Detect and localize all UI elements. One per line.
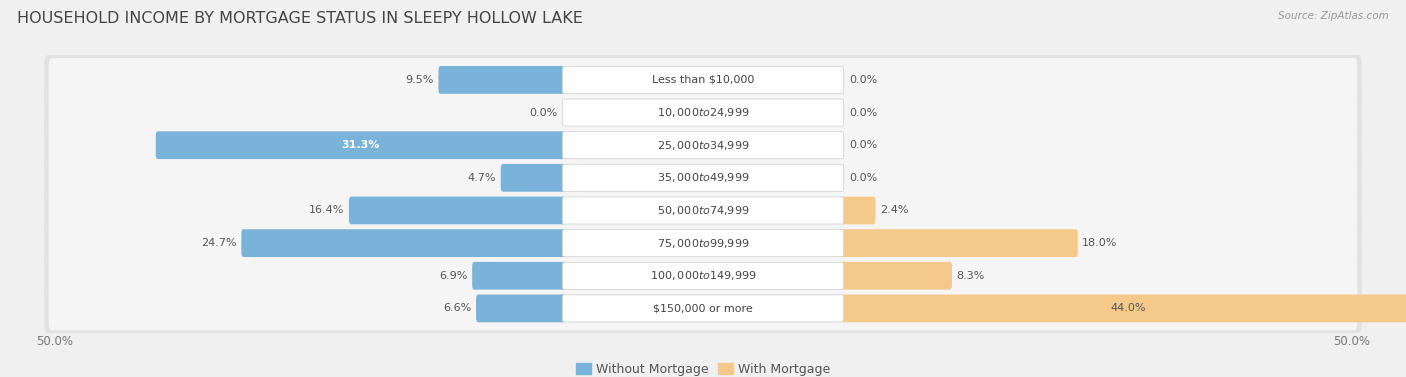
FancyBboxPatch shape bbox=[49, 156, 1357, 200]
FancyBboxPatch shape bbox=[562, 132, 844, 159]
Text: 0.0%: 0.0% bbox=[849, 107, 877, 118]
FancyBboxPatch shape bbox=[562, 197, 844, 224]
Text: 4.7%: 4.7% bbox=[468, 173, 496, 183]
FancyBboxPatch shape bbox=[477, 294, 565, 322]
Text: 8.3%: 8.3% bbox=[956, 271, 984, 281]
FancyBboxPatch shape bbox=[562, 66, 844, 93]
FancyBboxPatch shape bbox=[841, 262, 952, 290]
Text: 44.0%: 44.0% bbox=[1109, 303, 1146, 313]
Text: $10,000 to $24,999: $10,000 to $24,999 bbox=[657, 106, 749, 119]
Text: 24.7%: 24.7% bbox=[201, 238, 236, 248]
FancyBboxPatch shape bbox=[562, 262, 844, 289]
FancyBboxPatch shape bbox=[44, 284, 1362, 333]
FancyBboxPatch shape bbox=[841, 196, 876, 224]
Text: $150,000 or more: $150,000 or more bbox=[654, 303, 752, 313]
FancyBboxPatch shape bbox=[49, 287, 1357, 330]
FancyBboxPatch shape bbox=[49, 221, 1357, 265]
FancyBboxPatch shape bbox=[472, 262, 565, 290]
Text: 31.3%: 31.3% bbox=[342, 140, 380, 150]
FancyBboxPatch shape bbox=[439, 66, 565, 94]
FancyBboxPatch shape bbox=[242, 229, 565, 257]
Text: Less than $10,000: Less than $10,000 bbox=[652, 75, 754, 85]
Text: $25,000 to $34,999: $25,000 to $34,999 bbox=[657, 139, 749, 152]
Text: 18.0%: 18.0% bbox=[1083, 238, 1118, 248]
FancyBboxPatch shape bbox=[49, 123, 1357, 167]
Text: 0.0%: 0.0% bbox=[849, 75, 877, 85]
Text: $75,000 to $99,999: $75,000 to $99,999 bbox=[657, 237, 749, 250]
FancyBboxPatch shape bbox=[562, 164, 844, 192]
FancyBboxPatch shape bbox=[44, 55, 1362, 105]
Text: HOUSEHOLD INCOME BY MORTGAGE STATUS IN SLEEPY HOLLOW LAKE: HOUSEHOLD INCOME BY MORTGAGE STATUS IN S… bbox=[17, 11, 582, 26]
FancyBboxPatch shape bbox=[841, 294, 1406, 322]
FancyBboxPatch shape bbox=[44, 185, 1362, 235]
Text: 16.4%: 16.4% bbox=[309, 205, 344, 216]
FancyBboxPatch shape bbox=[841, 229, 1078, 257]
Text: $100,000 to $149,999: $100,000 to $149,999 bbox=[650, 269, 756, 282]
FancyBboxPatch shape bbox=[156, 131, 565, 159]
FancyBboxPatch shape bbox=[49, 58, 1357, 102]
Text: Source: ZipAtlas.com: Source: ZipAtlas.com bbox=[1278, 11, 1389, 21]
Text: 0.0%: 0.0% bbox=[849, 173, 877, 183]
Legend: Without Mortgage, With Mortgage: Without Mortgage, With Mortgage bbox=[571, 358, 835, 377]
FancyBboxPatch shape bbox=[49, 254, 1357, 297]
Text: 6.6%: 6.6% bbox=[443, 303, 471, 313]
FancyBboxPatch shape bbox=[349, 196, 565, 224]
Text: $50,000 to $74,999: $50,000 to $74,999 bbox=[657, 204, 749, 217]
FancyBboxPatch shape bbox=[562, 230, 844, 257]
FancyBboxPatch shape bbox=[49, 91, 1357, 135]
FancyBboxPatch shape bbox=[44, 88, 1362, 137]
Text: 0.0%: 0.0% bbox=[849, 140, 877, 150]
FancyBboxPatch shape bbox=[501, 164, 565, 192]
FancyBboxPatch shape bbox=[44, 153, 1362, 203]
FancyBboxPatch shape bbox=[562, 295, 844, 322]
Text: 9.5%: 9.5% bbox=[405, 75, 434, 85]
FancyBboxPatch shape bbox=[44, 218, 1362, 268]
FancyBboxPatch shape bbox=[562, 99, 844, 126]
FancyBboxPatch shape bbox=[44, 251, 1362, 300]
Text: 6.9%: 6.9% bbox=[439, 271, 468, 281]
Text: 2.4%: 2.4% bbox=[880, 205, 908, 216]
FancyBboxPatch shape bbox=[49, 188, 1357, 232]
Text: 0.0%: 0.0% bbox=[529, 107, 557, 118]
FancyBboxPatch shape bbox=[44, 120, 1362, 170]
Text: $35,000 to $49,999: $35,000 to $49,999 bbox=[657, 171, 749, 184]
